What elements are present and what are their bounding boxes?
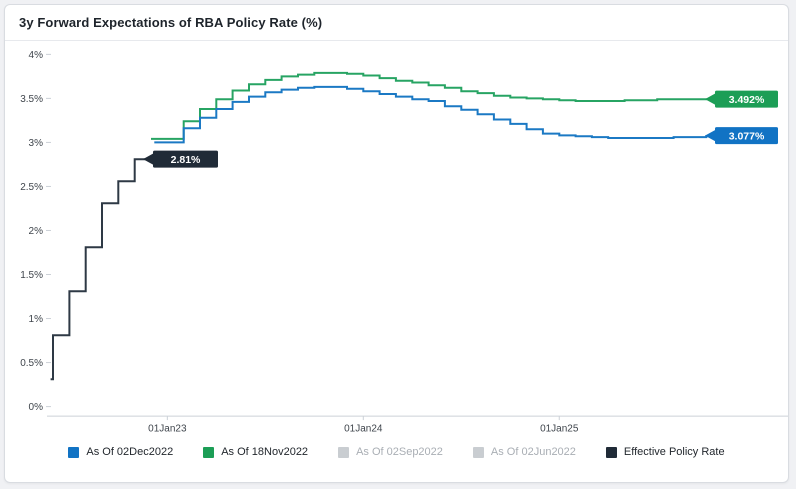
end-label-arrow: [705, 130, 715, 142]
y-axis-label: 3%: [29, 138, 44, 149]
end-label-box: [715, 127, 778, 145]
series-line-as-of-02dec2022: [154, 85, 724, 144]
end-label-box: [715, 90, 778, 108]
chart-card-header: 3y Forward Expectations of RBA Policy Ra…: [5, 5, 788, 41]
legend-item-as-of-02jun2022[interactable]: As Of 02Jun2022: [472, 446, 576, 458]
series-line-effective-policy-rate: [50, 158, 154, 381]
chart-legend: As Of 02Dec2022 As Of 18Nov2022 As Of 02Se…: [5, 439, 788, 465]
end-label-value: 3.492%: [729, 94, 765, 106]
end-label-arrow: [705, 93, 715, 105]
legend-item-as-of-02sep2022[interactable]: As Of 02Sep2022: [338, 446, 443, 458]
legend-item-as-of-02dec2022[interactable]: As Of 02Dec2022: [68, 446, 173, 458]
end-label-arrow: [143, 153, 153, 165]
legend-item-effective-policy-rate[interactable]: Effective Policy Rate: [605, 446, 725, 458]
end-label-value: 2.81%: [171, 154, 201, 166]
legend-item-as-of-18nov2022[interactable]: As Of 18Nov2022: [203, 446, 308, 458]
chart-title: 3y Forward Expectations of RBA Policy Ra…: [19, 15, 323, 30]
legend-label: As Of 02Dec2022: [86, 446, 174, 458]
y-axis-label: 2.5%: [20, 182, 43, 193]
legend-swatch-icon: [203, 446, 215, 458]
x-axis-label: 01Jan25: [540, 424, 579, 435]
legend-swatch-icon: [338, 446, 350, 458]
chart-plot-area: 0% 0.5% 1% 1.5% 2% 2.5% 3% 3.5% 4% 01Jan23 01Jan24…: [20, 50, 788, 435]
y-axis-label: 0%: [29, 402, 44, 413]
legend-label: As Of 02Jun2022: [490, 446, 576, 458]
y-axis-label: 0.5%: [20, 358, 43, 369]
legend-label: As Of 18Nov2022: [221, 446, 309, 458]
y-axis-label: 2%: [29, 226, 44, 237]
legend-swatch-icon: [472, 446, 484, 458]
end-label-value: 3.077%: [729, 130, 765, 142]
y-axis-label: 1%: [29, 314, 44, 325]
series-line-as-of-18nov2022: [151, 71, 724, 140]
chart-card: 3y Forward Expectations of RBA Policy Ra…: [4, 4, 789, 483]
legend-label: Effective Policy Rate: [623, 446, 725, 458]
y-axis-label: 3.5%: [20, 94, 43, 105]
legend-label: As Of 02Sep2022: [356, 446, 443, 458]
x-axis-label: 01Jan23: [148, 424, 187, 435]
legend-swatch-icon: [605, 446, 617, 458]
x-axis-label: 01Jan24: [344, 424, 383, 435]
y-axis-label: 1.5%: [20, 270, 43, 281]
y-axis-label: 4%: [29, 50, 44, 61]
legend-swatch-icon: [68, 446, 80, 458]
end-label-box: [153, 150, 218, 168]
